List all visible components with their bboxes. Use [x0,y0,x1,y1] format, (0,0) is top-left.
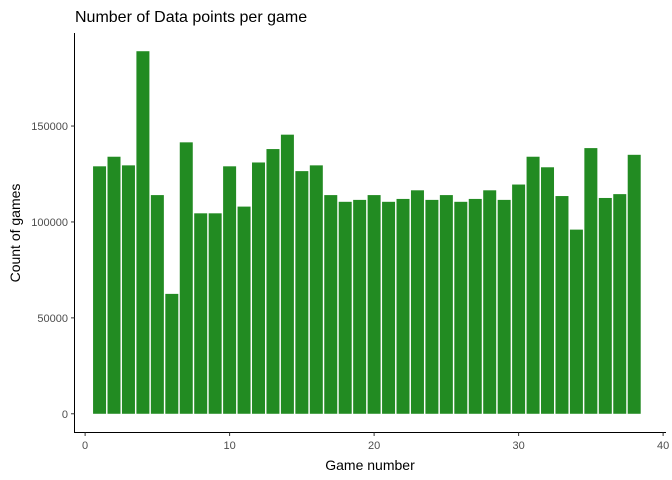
bar-game-29 [497,199,511,414]
bar-game-19 [353,199,367,414]
bar-game-22 [396,198,410,414]
bar-game-21 [382,201,396,414]
bar-game-31 [526,156,540,414]
bar-game-23 [410,190,424,414]
x-tick-label: 20 [368,440,380,452]
x-tick-label: 0 [82,440,88,452]
bar-game-27 [468,198,482,414]
bar-game-9 [208,213,222,414]
x-tick-label: 30 [512,440,524,452]
bar-game-13 [266,149,280,414]
bar-game-38 [627,154,641,414]
bar-game-26 [454,201,468,414]
y-axis-title: Count of games [7,184,23,283]
y-tick-label: 100000 [31,217,68,229]
bar-game-7 [179,142,193,414]
bars-group [93,51,641,414]
bar-game-10 [223,166,237,414]
x-tick-label: 40 [657,440,669,452]
bar-game-1 [93,166,107,414]
bar-game-36 [598,197,612,414]
bar-game-3 [121,165,135,414]
x-tick-label: 10 [223,440,235,452]
bar-game-12 [252,162,266,414]
x-axis-ticks: 0 10 20 30 40 [82,432,669,452]
bar-game-32 [541,167,555,414]
bar-game-4 [136,51,150,414]
bar-game-6 [165,293,179,414]
bar-game-18 [338,201,352,414]
bar-game-5 [150,195,164,414]
y-tick-label: 150000 [31,121,68,133]
bar-game-11 [237,206,251,414]
bar-game-20 [367,195,381,414]
y-tick-label: 0 [62,409,68,421]
bar-game-2 [107,156,121,414]
bar-game-17 [324,195,338,414]
bar-game-28 [483,190,497,414]
bar-game-25 [439,195,453,414]
bar-game-16 [309,165,323,414]
bar-game-8 [194,213,208,414]
bar-game-15 [295,171,309,414]
bar-game-24 [425,199,439,414]
x-axis-title: Game number [325,457,415,473]
y-axis-ticks: 0 50000 100000 150000 [31,121,75,421]
bar-game-37 [613,194,627,414]
bar-game-30 [512,184,526,414]
y-tick-label: 50000 [37,313,68,325]
bar-game-14 [280,134,294,414]
bar-game-33 [555,196,569,414]
bar-game-34 [569,229,583,414]
bar-game-35 [584,148,598,414]
chart-title: Number of Data points per game [75,9,307,26]
